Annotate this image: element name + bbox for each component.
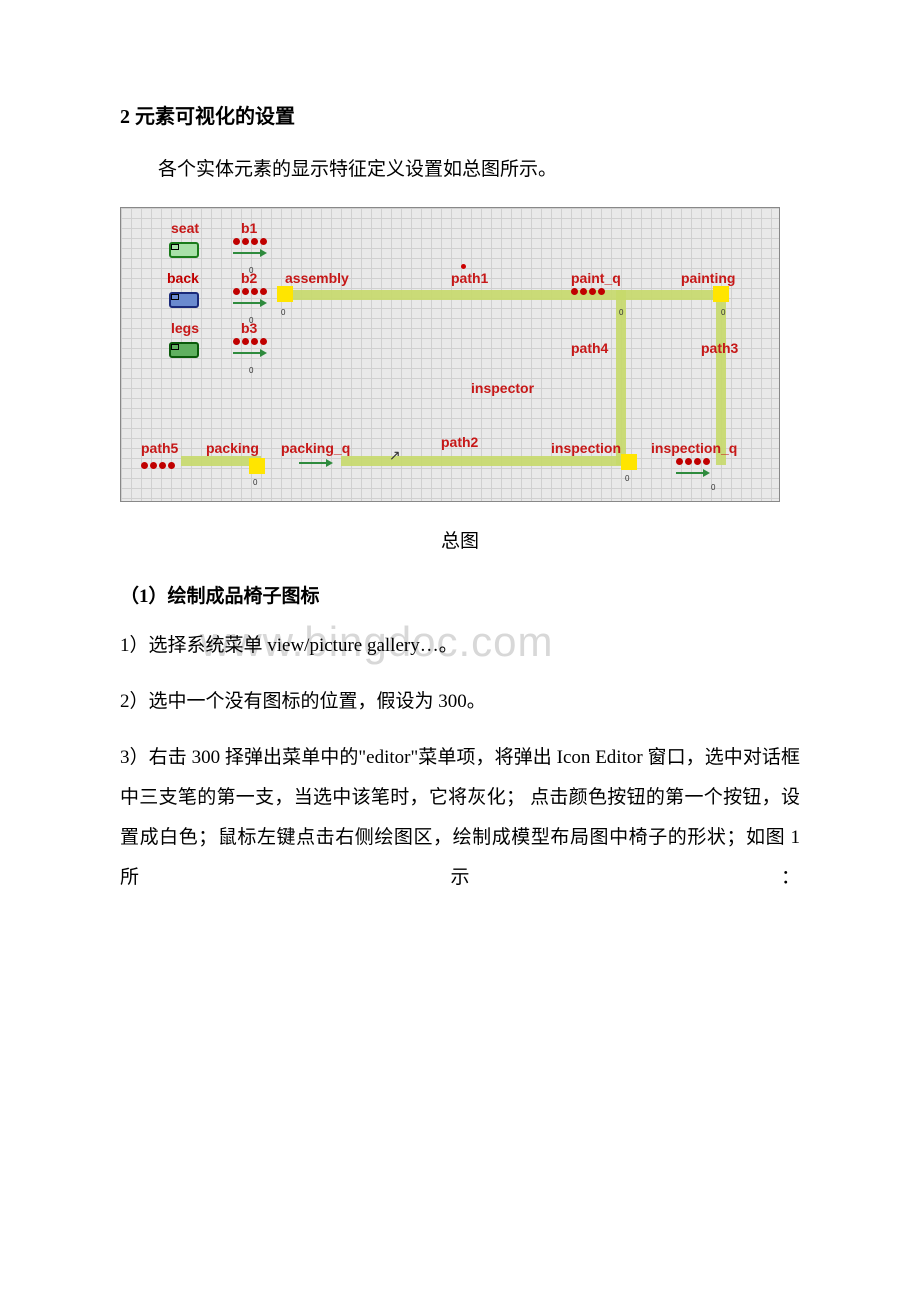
part-icon <box>169 242 199 258</box>
queue-dots <box>233 338 267 345</box>
step-2: 2）选中一个没有图标的位置，假设为 300。 <box>120 682 800 722</box>
diagram-label: seat <box>171 220 199 236</box>
diagram-label: path5 <box>141 440 178 456</box>
tiny-marker: 0 <box>721 308 725 317</box>
tiny-marker: 0 <box>711 483 715 492</box>
diagram-label: painting <box>681 270 735 286</box>
diagram-label: packing_q <box>281 440 350 456</box>
tiny-marker: 0 <box>619 308 623 317</box>
diagram-label: path3 <box>701 340 738 356</box>
diagram-label: paint_q <box>571 270 621 286</box>
path-segment <box>621 290 721 300</box>
diagram-label: inspector <box>471 380 534 396</box>
diagram-label: packing <box>206 440 259 456</box>
queue-dots <box>141 462 175 469</box>
tiny-marker: 0 <box>281 308 285 317</box>
queue-dots <box>233 288 267 295</box>
path-segment <box>341 456 631 466</box>
diagram-caption: 总图 <box>120 526 800 553</box>
diagram-label: inspection <box>551 440 621 456</box>
diagram-label: path2 <box>441 434 478 450</box>
section-heading: 2 元素可视化的设置 <box>120 100 800 129</box>
flow-arrow-icon <box>233 252 261 254</box>
diagram-label: path1 <box>451 270 488 286</box>
flow-arrow-icon <box>233 352 261 354</box>
tiny-marker: 0 <box>249 366 253 375</box>
tiny-marker: 0 <box>249 316 253 325</box>
queue-dots <box>233 238 267 245</box>
diagram-label: assembly <box>285 270 349 286</box>
queue-dots <box>571 288 605 295</box>
flow-arrow-icon <box>233 302 261 304</box>
subsection-heading: （1）绘制成品椅子图标 <box>120 581 800 608</box>
part-icon <box>169 342 199 358</box>
diagram-label: inspection_q <box>651 440 737 456</box>
tiny-marker: 0 <box>249 266 253 275</box>
intro-text: 各个实体元素的显示特征定义设置如总图所示。 <box>120 153 800 187</box>
flow-arrow-icon <box>676 472 704 474</box>
process-node <box>249 458 265 474</box>
step-1: 1）选择系统菜单 view/picture gallery…。 <box>120 626 800 666</box>
process-diagram: seatbacklegsb1b2b3assemblypath1paint_qpa… <box>120 207 780 502</box>
step-3: 3）右击 300 择弹出菜单中的"editor"菜单项，将弹出 Icon Edi… <box>120 738 800 898</box>
flow-arrow-icon <box>299 462 327 464</box>
diagram-label: back <box>167 270 199 286</box>
tiny-marker: 0 <box>625 474 629 483</box>
queue-dots <box>676 458 710 465</box>
diagram-label: b1 <box>241 220 257 236</box>
cursor-icon: ↖ <box>389 448 401 465</box>
process-node <box>713 286 729 302</box>
process-node <box>277 286 293 302</box>
process-node <box>621 454 637 470</box>
diagram-label: path4 <box>571 340 608 356</box>
tiny-marker: 0 <box>253 478 257 487</box>
diagram-label: legs <box>171 320 199 336</box>
path-segment <box>281 290 621 300</box>
part-icon <box>169 292 199 308</box>
